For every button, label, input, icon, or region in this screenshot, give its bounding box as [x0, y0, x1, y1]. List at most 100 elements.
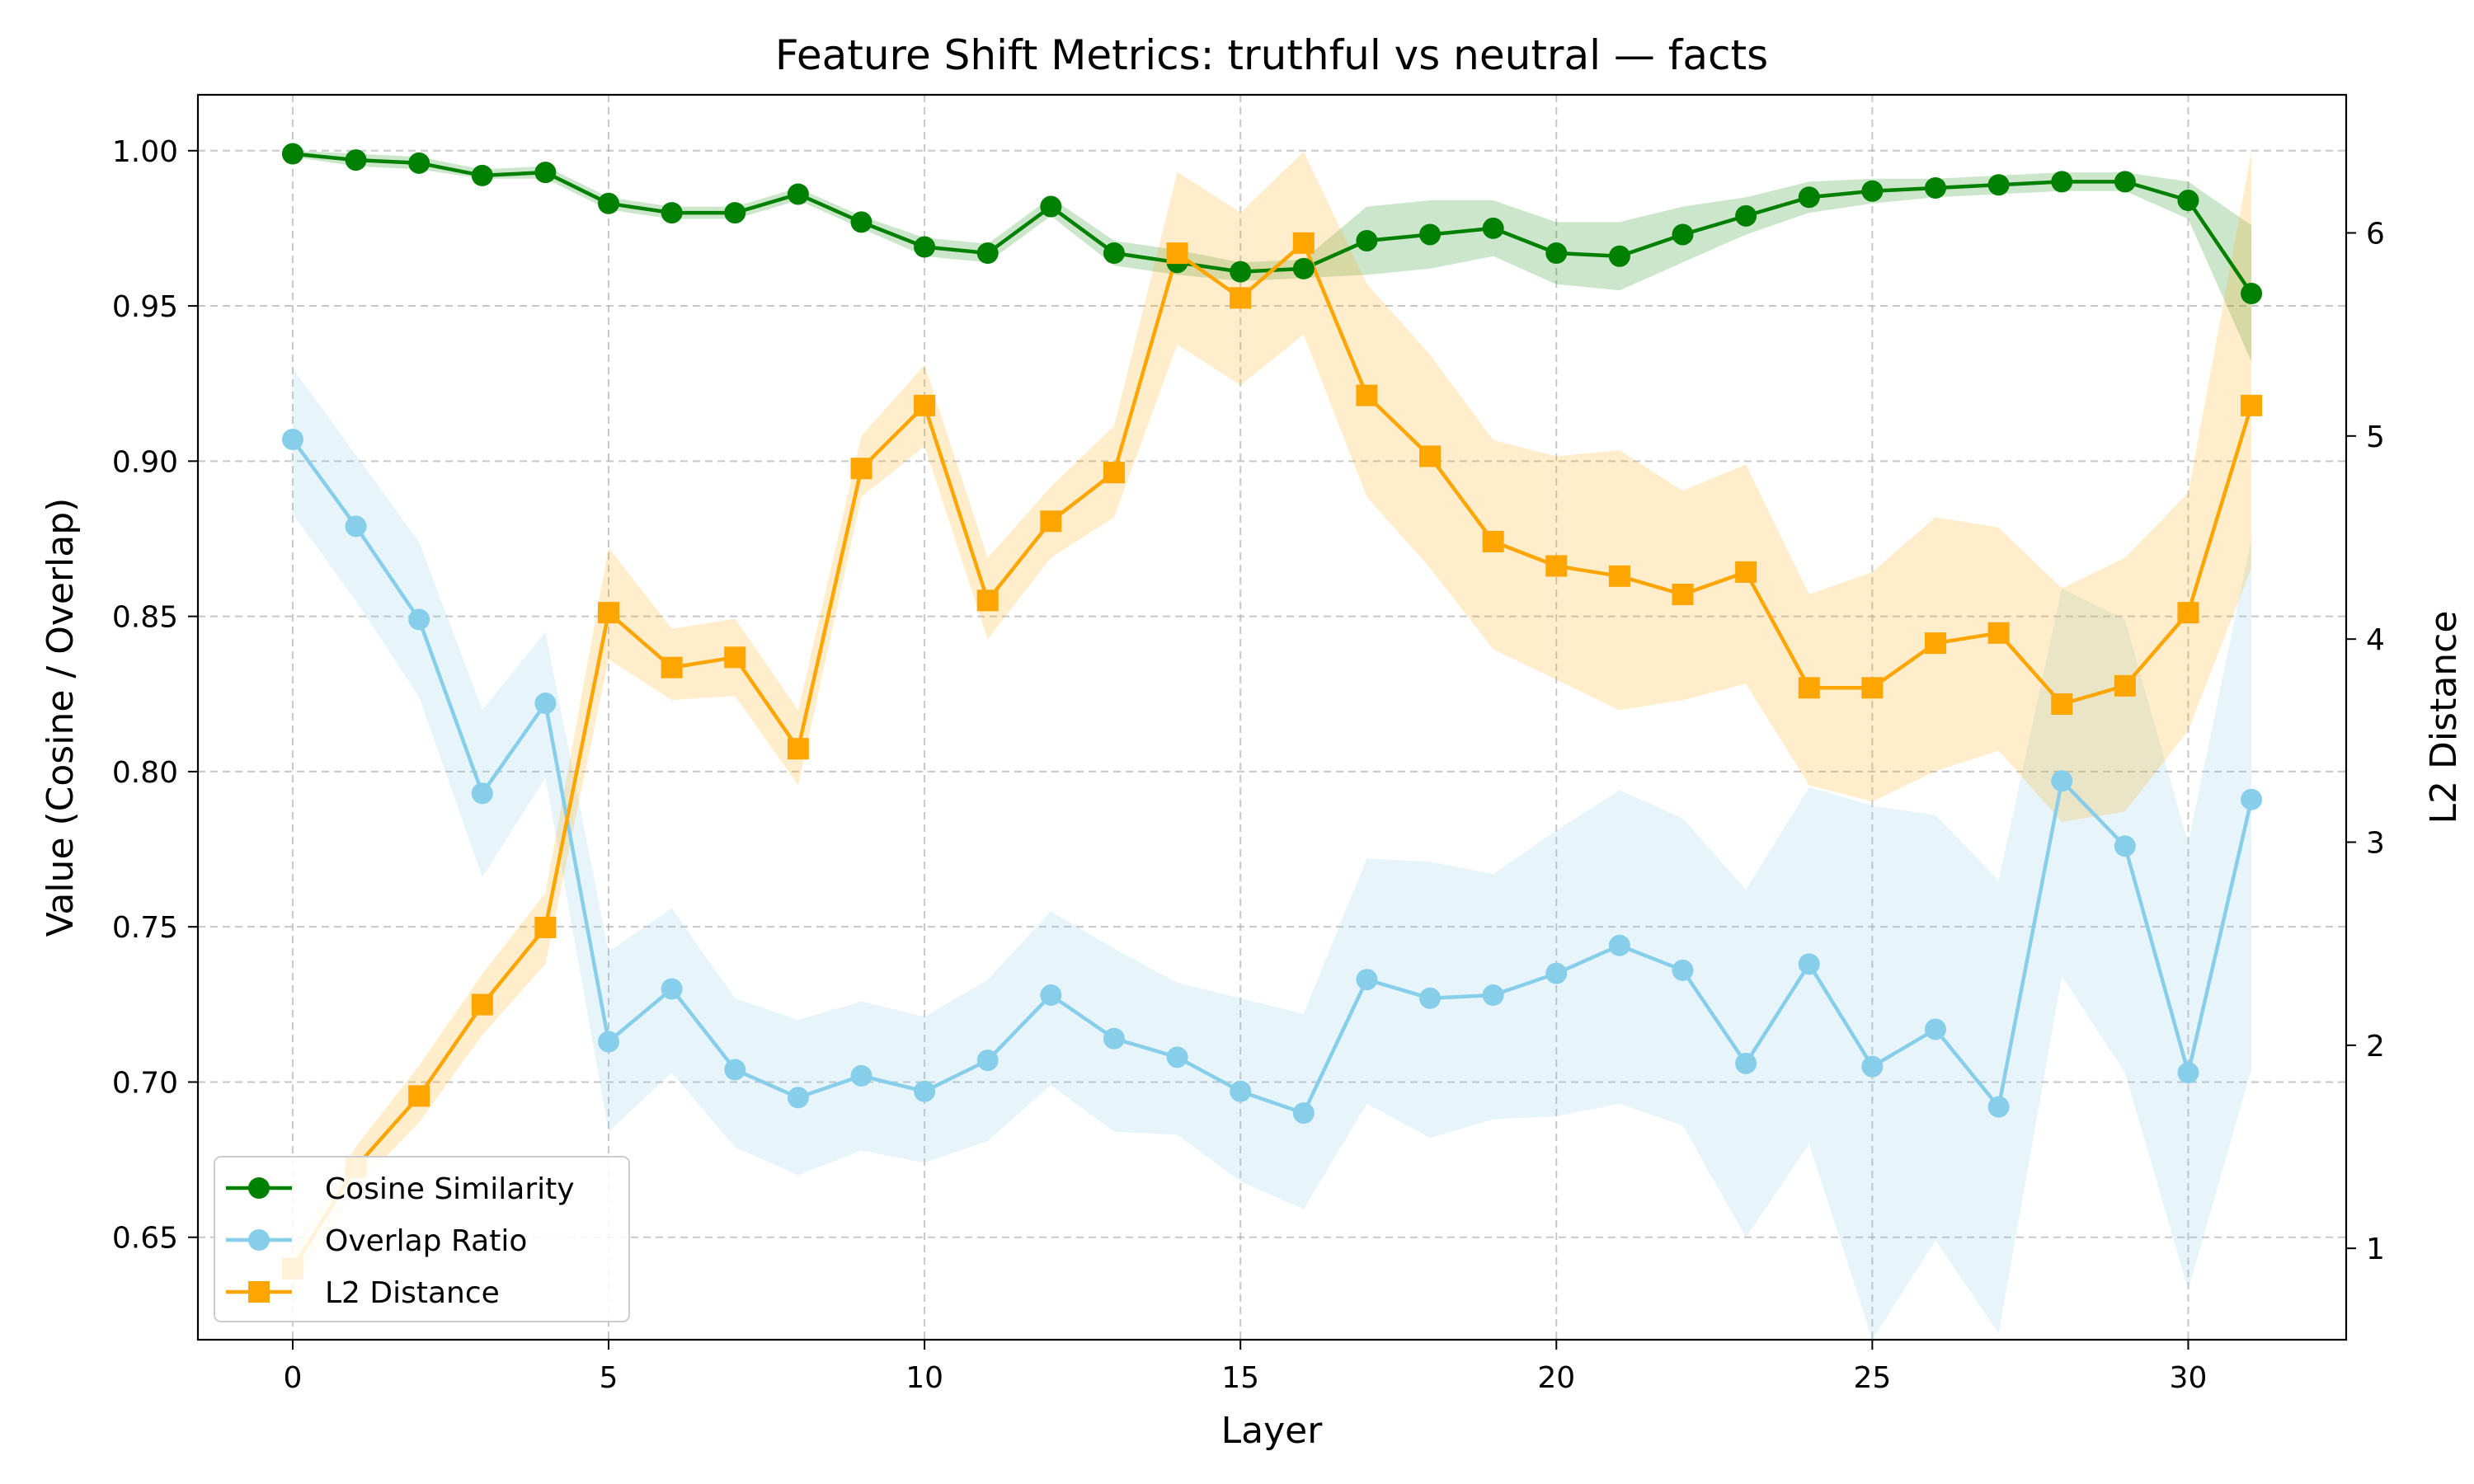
data-point [281, 143, 303, 165]
data-point [1103, 462, 1125, 484]
y2-tick-label: 5 [2366, 420, 2385, 454]
data-point [1798, 953, 1820, 975]
data-point [1924, 632, 1946, 655]
data-point [1356, 229, 1378, 251]
data-point [1798, 677, 1820, 699]
data-point [1735, 1052, 1757, 1074]
y2-tick-label: 1 [2366, 1233, 2385, 1266]
data-point [1419, 987, 1442, 1009]
data-point [1040, 984, 1062, 1007]
y2-tick-label: 2 [2366, 1030, 2385, 1064]
data-point [1735, 204, 1757, 227]
x-tick-label: 30 [2170, 1361, 2208, 1395]
legend-label: L2 Distance [325, 1276, 500, 1310]
y2-tick-label: 3 [2366, 826, 2385, 860]
x-tick-label: 0 [283, 1361, 302, 1395]
data-point [1924, 1018, 1946, 1040]
data-point [661, 656, 683, 679]
data-point [1040, 510, 1062, 533]
data-point [1482, 217, 1504, 239]
data-point [1672, 959, 1694, 981]
data-point [534, 916, 557, 938]
data-point [1419, 445, 1442, 467]
data-point [850, 458, 872, 480]
data-point [2114, 171, 2136, 193]
y2-tick-label: 4 [2366, 623, 2385, 657]
legend-marker [248, 1177, 270, 1199]
data-point [1608, 245, 1630, 267]
data-point [2177, 602, 2199, 624]
y-tick-label: 0.95 [112, 290, 178, 324]
data-point [1608, 934, 1630, 956]
legend-label: Cosine Similarity [325, 1172, 575, 1206]
data-point [1987, 174, 2010, 196]
legend: Cosine Similarity Overlap Ratio L2 Distanc… [214, 1156, 630, 1322]
data-point [1545, 242, 1568, 265]
data-point [598, 602, 620, 624]
data-point [2241, 788, 2263, 810]
data-point [598, 1031, 620, 1053]
data-point [976, 589, 999, 612]
legend-box [214, 1156, 630, 1322]
data-point [1735, 561, 1757, 583]
data-point [408, 608, 430, 631]
data-point [661, 978, 683, 1000]
data-point [1166, 1046, 1188, 1068]
data-point [471, 782, 493, 805]
grid [198, 95, 2346, 1340]
y-tick-label: 0.65 [112, 1222, 178, 1256]
confidence-band [292, 150, 2252, 362]
series-line [291, 438, 2254, 1115]
data-point [1292, 257, 1315, 279]
x-tick-label: 25 [1853, 1361, 1891, 1395]
data-point [2051, 770, 2073, 792]
data-point [976, 1050, 999, 1072]
data-point [724, 646, 746, 669]
data-point [1987, 1096, 2010, 1118]
y2-axis-label: L2 Distance [2423, 611, 2465, 824]
legend-label: Overlap Ratio [325, 1224, 527, 1258]
data-point [787, 1087, 809, 1109]
x-tick-label: 5 [600, 1361, 618, 1395]
data-point [1419, 223, 1442, 246]
data-point [1545, 555, 1568, 577]
data-point [1356, 969, 1378, 991]
data-point [850, 211, 872, 233]
data-point [724, 1059, 746, 1081]
data-point [1230, 1080, 1252, 1102]
x-axis-label: Layer [1221, 1410, 1324, 1452]
data-point [1292, 1102, 1315, 1125]
confidence-band [292, 152, 2252, 1289]
data-point [914, 236, 936, 258]
data-point [914, 394, 936, 416]
y-axis-label: Value (Cosine / Overlap) [40, 498, 82, 937]
y-tick-label: 0.70 [112, 1066, 178, 1100]
x-tick-label: 15 [1221, 1361, 1259, 1395]
data-point [1672, 223, 1694, 246]
data-point [1166, 242, 1188, 265]
data-point [1987, 622, 2010, 644]
data-point [408, 152, 430, 174]
data-point [345, 515, 367, 538]
data-point [1230, 261, 1252, 283]
data-point [408, 1085, 430, 1107]
data-point [2114, 835, 2136, 857]
data-point [2051, 693, 2073, 715]
data-point [724, 202, 746, 224]
y-tick-label: 0.85 [112, 601, 178, 635]
data-point [1356, 384, 1378, 406]
data-point [2241, 282, 2263, 304]
data-point [976, 242, 999, 265]
data-point [471, 164, 493, 186]
x-tick-label: 20 [1537, 1361, 1575, 1395]
data-point [534, 162, 557, 184]
data-point [1482, 530, 1504, 552]
data-point [1672, 583, 1694, 605]
data-point [787, 738, 809, 760]
data-point [1924, 176, 1946, 199]
chart-title: Feature Shift Metrics: truthful vs neutr… [775, 31, 1768, 79]
data-point [1608, 565, 1630, 587]
legend-marker [248, 1229, 270, 1251]
plot-frame [196, 93, 2348, 1341]
